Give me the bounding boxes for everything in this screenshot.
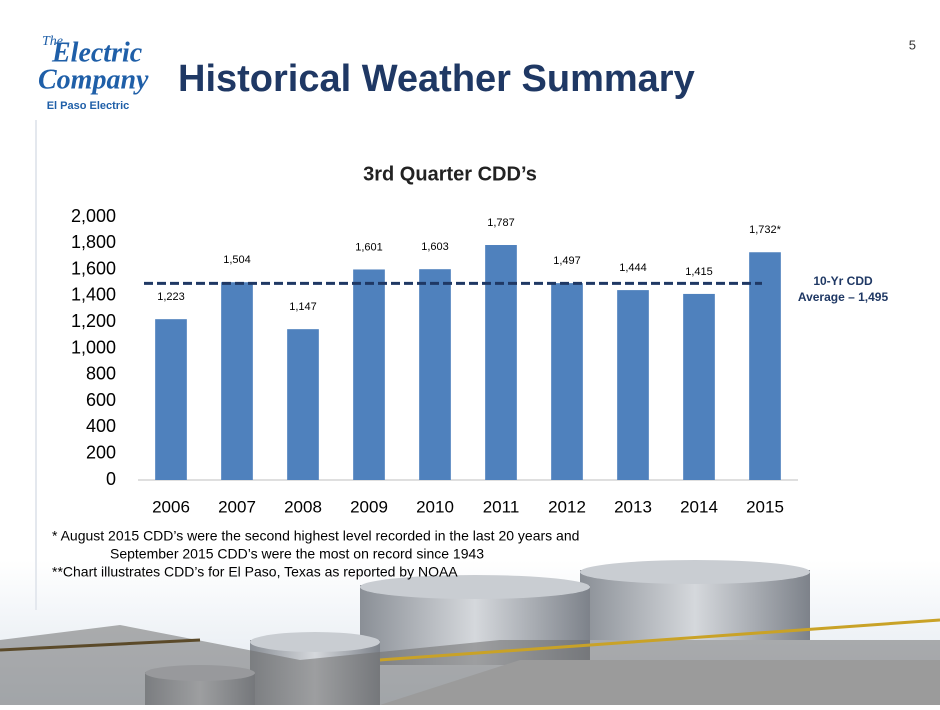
data-label: 1,732*	[749, 224, 782, 236]
logo-text: Company	[38, 64, 149, 95]
y-tick-label: 800	[86, 364, 116, 384]
logo-text: The	[42, 34, 63, 49]
y-tick-label: 1,200	[71, 311, 116, 331]
data-label: 1,504	[223, 254, 251, 266]
page-number: 5	[909, 37, 916, 52]
footnote: * August 2015 CDD’s were the second high…	[52, 528, 579, 544]
slide-title: Historical Weather Summary	[178, 58, 695, 100]
footnote: **Chart illustrates CDD’s for El Paso, T…	[52, 564, 458, 580]
data-label: 1,147	[289, 301, 317, 313]
average-label: Average – 1,495	[798, 290, 889, 304]
bar	[617, 290, 649, 480]
footnote: September 2015 CDD’s were the most on re…	[110, 546, 484, 562]
data-label: 1,223	[157, 291, 185, 303]
chart-title: 3rd Quarter CDD’s	[363, 163, 537, 185]
bar	[551, 283, 583, 480]
data-label: 1,497	[553, 255, 581, 267]
y-tick-label: 400	[86, 416, 116, 436]
bar	[155, 319, 187, 480]
y-tick-label: 600	[86, 390, 116, 410]
data-label: 1,787	[487, 217, 515, 229]
bar	[485, 245, 517, 480]
data-label: 1,444	[619, 262, 647, 274]
logo: The Electric Company El Paso Electric	[38, 34, 149, 112]
logo-text: Electric	[51, 37, 143, 68]
x-tick-label: 2014	[680, 497, 718, 516]
x-tick-label: 2006	[152, 497, 190, 516]
y-tick-label: 1,600	[71, 258, 116, 278]
x-tick-label: 2010	[416, 497, 454, 516]
average-label: 10-Yr CDD	[813, 274, 873, 288]
x-tick-label: 2007	[218, 497, 256, 516]
bar	[749, 252, 781, 480]
y-tick-label: 1,400	[71, 285, 116, 305]
data-label: 1,601	[355, 241, 383, 253]
y-tick-label: 0	[106, 469, 116, 489]
bar	[419, 269, 451, 480]
background-photo	[0, 560, 940, 705]
data-label: 1,415	[685, 266, 713, 278]
x-tick-label: 2013	[614, 497, 652, 516]
x-tick-label: 2012	[548, 497, 586, 516]
x-tick-label: 2011	[483, 497, 520, 516]
bar	[683, 293, 715, 480]
bar	[353, 269, 385, 480]
x-tick-label: 2015	[746, 497, 784, 516]
y-tick-label: 1,800	[71, 232, 116, 252]
bar	[221, 282, 253, 480]
logo-company: El Paso Electric	[47, 100, 130, 112]
y-tick-label: 2,000	[71, 206, 116, 226]
data-label: 1,603	[421, 241, 449, 253]
x-tick-label: 2009	[350, 497, 388, 516]
y-tick-label: 1,000	[71, 337, 116, 357]
bar	[287, 329, 319, 480]
y-tick-label: 200	[86, 442, 116, 462]
x-tick-label: 2008	[284, 497, 322, 516]
